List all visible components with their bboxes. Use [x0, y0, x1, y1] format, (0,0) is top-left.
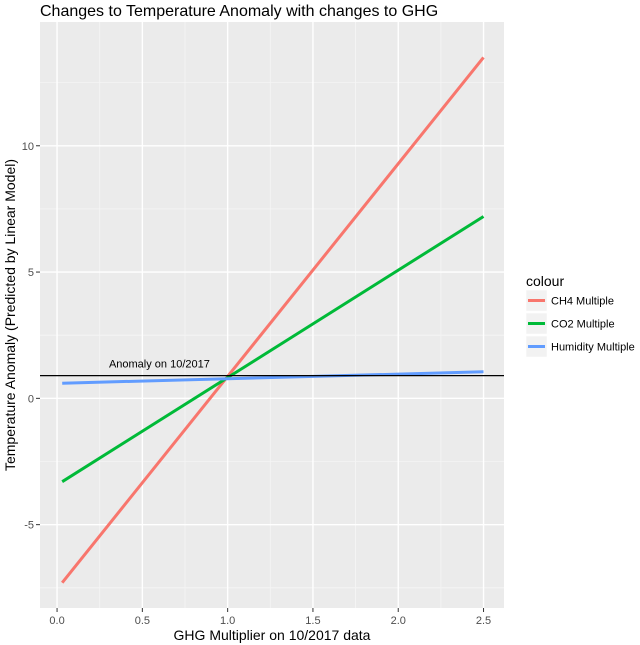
y-tick-label: 5 [28, 267, 34, 279]
y-tick-label: 0 [28, 393, 34, 405]
y-axis-ticks: -5 0 5 10 [22, 141, 40, 532]
grid-major [40, 22, 504, 608]
legend: colour CH4 Multiple CO2 Multiple Humidity … [525, 273, 635, 358]
y-tick-label: -5 [24, 520, 34, 532]
reference-line-label: Anomaly on 10/2017 [109, 359, 210, 371]
y-axis-title: Temperature Anomaly (Predicted by Linear… [2, 159, 18, 471]
series-line-humidity-multiple [62, 370, 484, 385]
x-tick-label: 0.0 [49, 615, 64, 627]
plot-panel [40, 22, 504, 608]
series-line-ch4-multiple [61, 56, 485, 584]
x-tick-label: 1.5 [305, 615, 320, 627]
y-tick-label: 10 [22, 141, 34, 153]
legend-title: colour [526, 273, 564, 289]
chart-title: Changes to Temperature Anomaly with chan… [40, 3, 438, 20]
grid-minor [40, 22, 504, 608]
legend-label: CH4 Multiple [551, 296, 614, 308]
x-axis-ticks: 0.0 0.5 1.0 1.5 2.0 2.5 [49, 608, 491, 627]
legend-label: Humidity Multiple [551, 342, 635, 354]
x-tick-label: 2.5 [476, 615, 491, 627]
series-line-co2-multiple [61, 215, 485, 483]
legend-label: CO2 Multiple [551, 319, 615, 331]
reference-line-group: Anomaly on 10/2017 [40, 359, 504, 377]
series-lines [61, 56, 485, 584]
x-axis-title: GHG Multiplier on 10/2017 data [174, 627, 371, 643]
x-tick-label: 0.5 [135, 615, 150, 627]
x-tick-label: 2.0 [391, 615, 406, 627]
x-tick-label: 1.0 [220, 615, 235, 627]
